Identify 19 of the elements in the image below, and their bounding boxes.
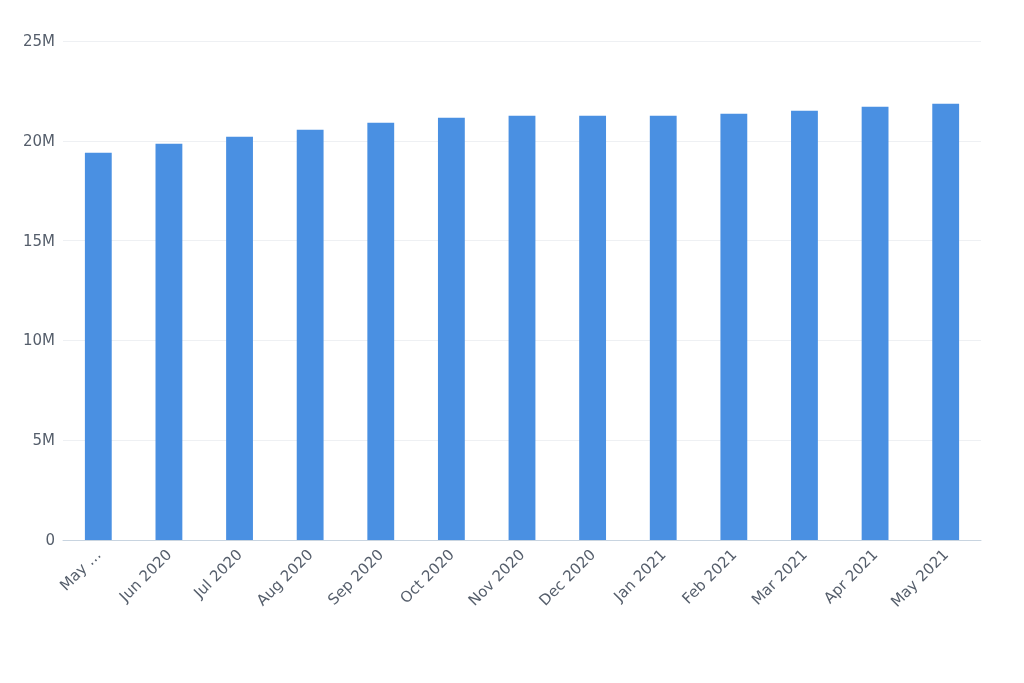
bar: [791, 110, 818, 540]
bar: [437, 117, 465, 540]
bar: [932, 103, 960, 540]
y-tick-label: 10M: [22, 331, 55, 350]
bar: [296, 129, 324, 540]
bar: [155, 143, 183, 540]
bar: [226, 136, 253, 540]
y-tick-label: 25M: [22, 32, 55, 50]
bar: [649, 115, 677, 540]
bar: [508, 115, 536, 540]
bar: [720, 113, 748, 540]
bar: [861, 106, 889, 540]
bar: [84, 152, 112, 540]
y-tick-label: 5M: [32, 431, 55, 450]
y-tick-label: 0: [45, 531, 55, 549]
y-tick-label: 20M: [22, 131, 55, 150]
bar: [367, 122, 395, 540]
bar: [579, 115, 607, 540]
y-tick-label: 15M: [22, 231, 55, 250]
